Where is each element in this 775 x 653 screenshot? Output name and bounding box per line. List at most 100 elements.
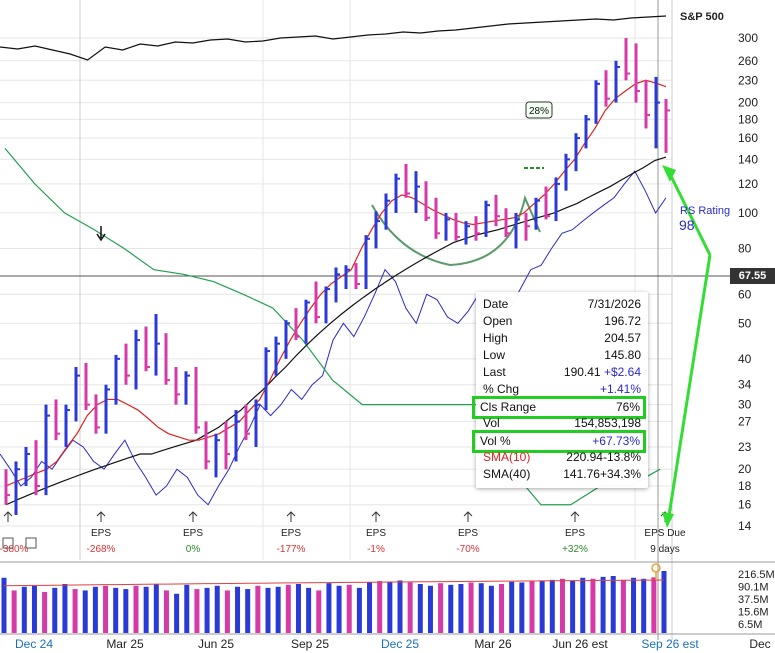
down-arrow-icon: [96, 226, 106, 242]
price-tick-label: 34: [738, 378, 752, 392]
eps-arrow-icon: [463, 511, 473, 522]
price-bar: [134, 329, 140, 390]
volume-bar: [204, 587, 210, 633]
time-label: Jun 25: [198, 637, 234, 651]
volume-bar: [275, 586, 281, 633]
volume-bar: [499, 583, 505, 633]
eps-change: 0%: [186, 544, 201, 555]
price-tick-label: 120: [738, 177, 758, 191]
price-bars[interactable]: [4, 38, 670, 516]
tooltip-cls-range: Cls Range 76%: [472, 396, 646, 419]
index-label: S&P 500: [680, 11, 724, 23]
tooltip-sma40: SMA(40) 141.76+34.3%: [483, 467, 641, 481]
price-bar: [554, 177, 560, 222]
price-tick-label: 27: [738, 414, 752, 428]
volume-bar: [214, 585, 220, 633]
price-axis: 300 260 230 200 180 160 140 120 100 80 60 50 40 34 30 2…: [738, 31, 758, 533]
volume-bar: [11, 590, 17, 633]
volume-bar: [92, 586, 98, 633]
price-bar: [234, 410, 240, 462]
tooltip-sma10: SMA(10) 220.94-13.8%: [483, 450, 641, 464]
eps-label: EPS: [366, 528, 386, 539]
price-bar: [604, 70, 610, 107]
volume-bar: [245, 589, 251, 633]
eps-arrow-icon: [188, 511, 198, 522]
volume-bar: [377, 581, 383, 633]
price-bar: [154, 314, 160, 376]
price-tick-label: 30: [738, 398, 752, 412]
volume-bar: [539, 580, 545, 633]
svg-text:28%: 28%: [529, 106, 549, 117]
price-bar: [654, 76, 660, 149]
time-label: Jun 26 est: [552, 637, 608, 651]
price-bar: [344, 265, 350, 290]
price-tick-label: 100: [738, 206, 758, 220]
eps-label: EPS: [91, 528, 111, 539]
price-bar: [354, 263, 360, 290]
tooltip-last: Last 190.41 +$2.64: [483, 365, 641, 379]
volume-bar: [336, 585, 342, 633]
pattern-badge[interactable]: 28%: [525, 101, 553, 119]
price-bar: [284, 320, 290, 359]
price-tick-label: 160: [738, 131, 758, 145]
price-bar: [664, 98, 670, 153]
price-bar: [534, 197, 540, 230]
price-tick-label: 40: [738, 352, 752, 366]
time-label: Mar 25: [106, 637, 144, 651]
volume-bar: [509, 581, 515, 633]
price-tick-label: 60: [738, 287, 752, 301]
price-tick-label: 20: [738, 462, 752, 476]
sp500-series: [0, 15, 667, 61]
time-label: Sep 25: [291, 637, 329, 651]
relative-strength-line: [0, 170, 667, 506]
eps-arrow-icon: [96, 511, 106, 522]
eps-change: -177%: [277, 544, 306, 555]
data-tooltip: Date 7/31/2026 Open 196.72 High 204.57 Low 1…: [472, 292, 648, 488]
price-bar: [634, 43, 640, 103]
volume-bar: [72, 589, 78, 633]
eps-arrow-icon: [371, 511, 381, 522]
price-bar: [384, 193, 390, 230]
volume-bar: [529, 581, 535, 633]
price-bar: [164, 333, 170, 385]
volume-bar: [610, 576, 616, 633]
price-bar: [564, 153, 570, 191]
price-bar: [624, 38, 630, 81]
price-bar: [194, 367, 200, 434]
eps-label: EPS: [565, 528, 585, 539]
volume-bar: [113, 587, 119, 633]
price-bar: [424, 181, 430, 222]
volume-bar: [427, 585, 433, 633]
price-bar: [174, 367, 180, 405]
volume-bar: [1, 577, 7, 633]
volume-bar: [255, 585, 261, 633]
eps-change: +32%: [562, 544, 588, 555]
price-tick-label: 14: [738, 519, 752, 533]
time-label: Dec 25: [381, 637, 419, 651]
time-label: Dec 24: [15, 637, 53, 651]
price-bar: [614, 60, 620, 103]
price-bar: [474, 216, 480, 241]
price-bar: [444, 212, 450, 241]
volume-bar: [316, 590, 322, 633]
eps-label: EPS: [183, 528, 203, 539]
volume-bar: [346, 584, 352, 633]
volume-bar: [488, 585, 494, 633]
price-bar: [314, 281, 320, 324]
price-bar: [184, 371, 190, 405]
volume-bar: [468, 582, 474, 633]
volume-tick-label: 216.5M: [738, 569, 775, 581]
eps-arrow-icon: [570, 511, 580, 522]
volume-bar: [174, 593, 180, 633]
price-bar: [454, 212, 460, 241]
eps-change: -268%: [87, 544, 116, 555]
eps-arrow-icon: [3, 511, 13, 522]
volume-bar: [580, 577, 586, 633]
volume-tick-label: 15.6M: [738, 607, 769, 619]
rs-rating-label: RS Rating: [680, 205, 730, 217]
volume-bar: [590, 578, 596, 633]
volume-tick-label: 37.5M: [738, 594, 769, 606]
price-tick-label: 18: [738, 479, 752, 493]
volume-bar: [42, 591, 48, 633]
